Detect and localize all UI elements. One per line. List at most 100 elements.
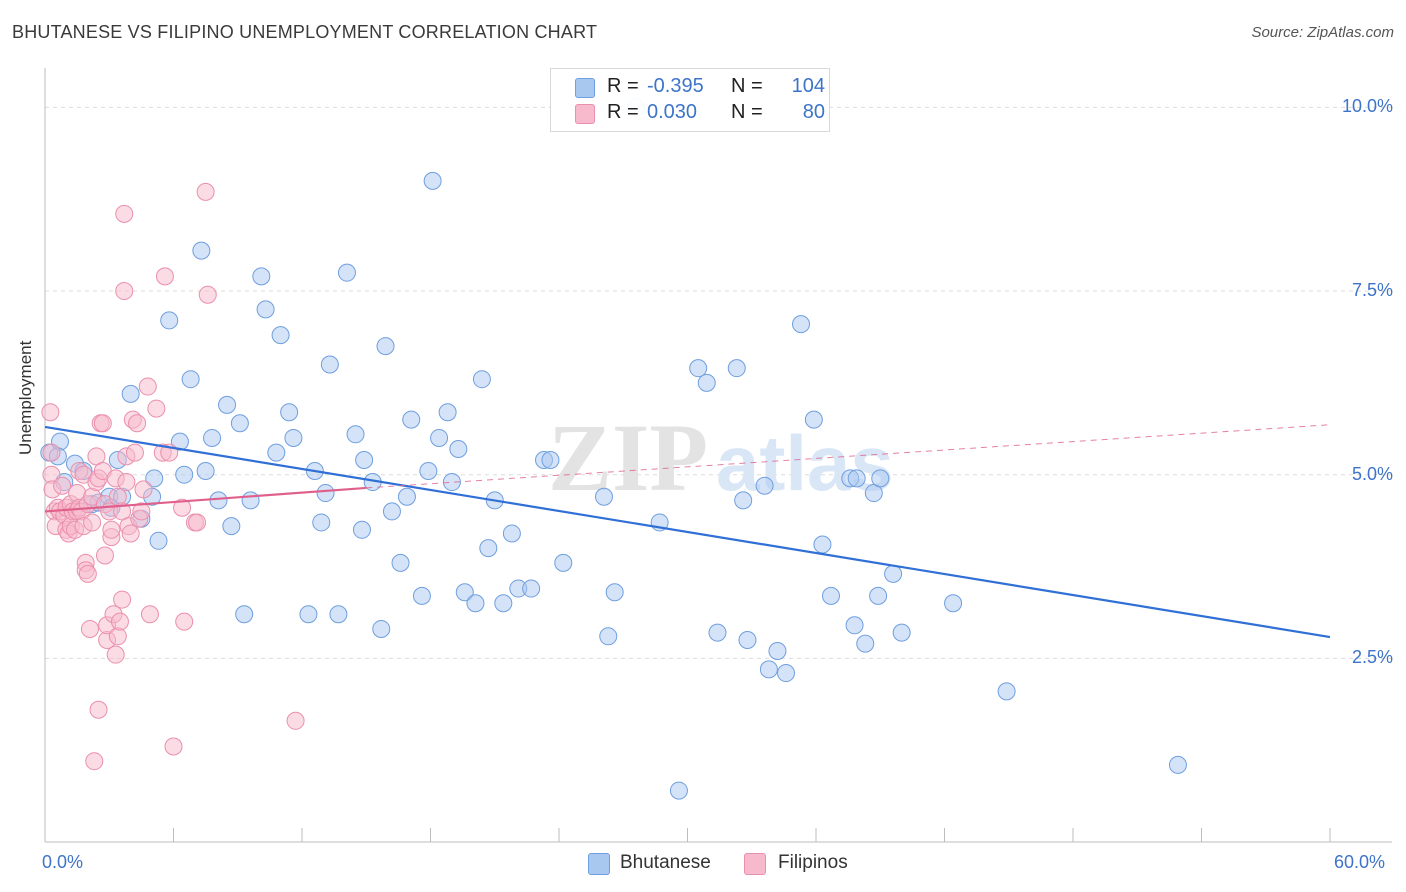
point-bhutanese	[708, 623, 727, 642]
point-bhutanese	[397, 487, 416, 506]
point-bhutanese	[203, 428, 222, 447]
point-bhutanese	[479, 539, 498, 558]
point-bhutanese	[669, 781, 688, 800]
point-bhutanese	[821, 586, 840, 605]
point-bhutanese	[209, 491, 228, 510]
point-bhutanese	[605, 583, 624, 602]
point-bhutanese	[892, 623, 911, 642]
point-bhutanese	[299, 605, 318, 624]
legend-swatch-filipinos	[575, 104, 595, 124]
legend-swatch-filipinos	[744, 853, 766, 875]
legend-swatch-bhutanese	[588, 853, 610, 875]
point-bhutanese	[160, 311, 179, 330]
point-bhutanese	[412, 586, 431, 605]
x-tick-label-max: 60.0%	[1334, 852, 1386, 872]
point-bhutanese	[192, 241, 211, 260]
point-filipinos	[115, 282, 134, 301]
y-tick-label: 2.5%	[1351, 647, 1393, 668]
point-bhutanese	[792, 315, 811, 334]
point-bhutanese	[382, 502, 401, 521]
point-bhutanese	[1168, 755, 1187, 774]
point-bhutanese	[813, 535, 832, 554]
point-bhutanese	[856, 634, 875, 653]
point-bhutanese	[170, 432, 189, 451]
legend-r-value: 0.030	[647, 101, 698, 123]
point-bhutanese	[423, 171, 442, 190]
y-tick-label: 5.0%	[1351, 463, 1393, 484]
point-bhutanese	[230, 414, 249, 433]
point-filipinos	[173, 498, 192, 517]
y-tick-label: 10.0%	[1341, 96, 1393, 117]
point-filipinos	[41, 403, 60, 422]
y-axis-label: Unemployment	[16, 340, 35, 455]
point-filipinos	[132, 502, 151, 521]
point-bhutanese	[352, 520, 371, 539]
point-filipinos	[108, 627, 127, 646]
point-bhutanese	[541, 451, 560, 469]
point-bhutanese	[419, 462, 438, 481]
watermark-zip: ZIP	[548, 404, 708, 511]
correlation-legend: R = -0.395 N = 104 R = 0.030 N = 80	[550, 68, 830, 132]
point-filipinos	[188, 513, 207, 532]
point-bhutanese	[218, 395, 237, 414]
y-tick-label: 7.5%	[1351, 280, 1393, 301]
point-filipinos	[102, 520, 121, 539]
point-bhutanese	[554, 553, 573, 572]
point-bhutanese	[391, 553, 410, 572]
point-bhutanese	[376, 337, 395, 356]
point-bhutanese	[267, 443, 286, 462]
point-filipinos	[121, 524, 140, 543]
point-bhutanese	[222, 517, 241, 536]
point-bhutanese	[449, 439, 468, 458]
point-bhutanese	[944, 594, 963, 613]
series-filipinos	[41, 182, 305, 771]
point-bhutanese	[734, 491, 753, 510]
point-bhutanese	[320, 355, 339, 374]
trend-line-filipinos	[44, 486, 367, 513]
point-bhutanese	[869, 586, 888, 605]
point-filipinos	[89, 700, 108, 719]
point-bhutanese	[149, 531, 168, 550]
point-bhutanese	[271, 326, 290, 345]
point-filipinos	[164, 737, 183, 756]
point-bhutanese	[316, 484, 335, 503]
trend-line-bhutanese	[44, 425, 1331, 639]
point-bhutanese	[196, 462, 215, 481]
point-bhutanese	[768, 642, 787, 660]
legend-label-filipinos: Filipinos	[778, 852, 848, 873]
point-filipinos	[53, 476, 72, 495]
point-bhutanese	[871, 469, 890, 488]
point-bhutanese	[312, 513, 331, 532]
point-bhutanese	[884, 564, 903, 583]
point-bhutanese	[442, 473, 461, 492]
point-filipinos	[93, 414, 112, 433]
legend-n-value: 80	[802, 101, 825, 123]
point-bhutanese	[522, 579, 541, 598]
point-filipinos	[78, 564, 97, 583]
x-tick-label-min: 0.0%	[42, 852, 84, 872]
grid-lines	[45, 106, 1392, 659]
point-bhutanese	[997, 682, 1016, 701]
chart-title: BHUTANESE VS FILIPINO UNEMPLOYMENT CORRE…	[12, 22, 598, 42]
point-bhutanese	[175, 465, 194, 484]
point-bhutanese	[594, 487, 613, 506]
legend-n-label: N =	[731, 101, 763, 123]
point-bhutanese	[145, 469, 164, 488]
point-bhutanese	[181, 370, 200, 389]
point-bhutanese	[759, 660, 778, 679]
legend-swatch-bhutanese	[575, 78, 595, 98]
point-bhutanese	[430, 428, 449, 447]
point-bhutanese	[280, 403, 299, 422]
point-bhutanese	[502, 524, 521, 543]
point-bhutanese	[738, 630, 757, 649]
point-filipinos	[155, 267, 174, 286]
point-filipinos	[42, 443, 61, 462]
point-filipinos	[85, 752, 104, 771]
point-bhutanese	[494, 594, 513, 613]
point-bhutanese	[235, 605, 254, 624]
point-bhutanese	[697, 373, 716, 392]
point-bhutanese	[355, 451, 374, 469]
point-bhutanese	[252, 267, 271, 286]
series-bhutanese	[40, 98, 1187, 800]
